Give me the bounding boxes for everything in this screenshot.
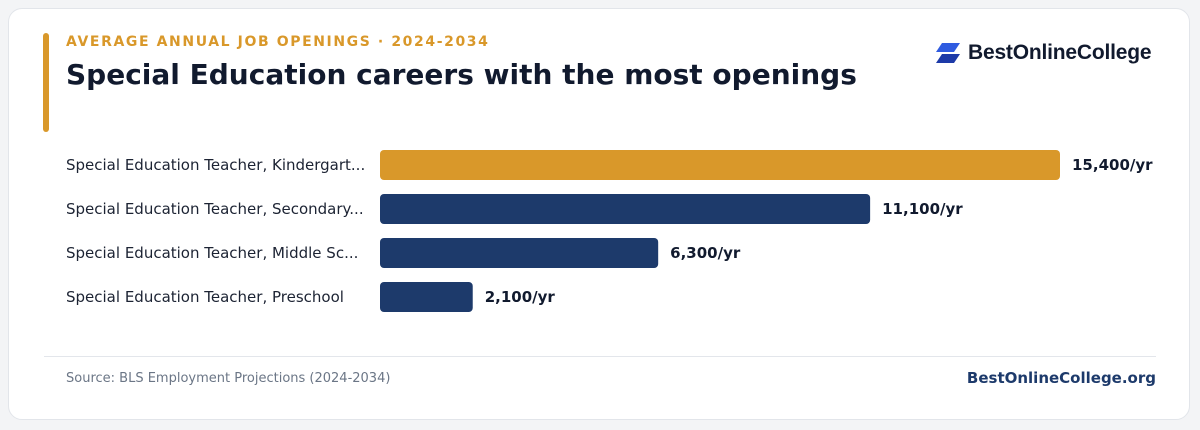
bar [380, 194, 871, 224]
value-label: 11,100/yr [882, 200, 963, 218]
site-link[interactable]: BestOnlineCollege.org [966, 369, 1156, 387]
value-label: 15,400/yr [1072, 156, 1153, 174]
bar [380, 282, 473, 312]
logo-text: BestOnlineCollege [968, 41, 1152, 64]
page-title: Special Education careers with the most … [66, 58, 857, 91]
accent-bar [43, 33, 49, 132]
category-label: Special Education Teacher, Preschool [66, 288, 344, 306]
brand-logo: BestOnlineCollege [936, 40, 1152, 66]
eyebrow-label: AVERAGE ANNUAL JOB OPENINGS · 2024-2034 [66, 34, 490, 50]
bar [380, 238, 659, 268]
category-label: Special Education Teacher, Kindergart... [66, 156, 365, 174]
category-label: Special Education Teacher, Secondary... [66, 200, 364, 218]
logo-mark-icon [936, 43, 960, 63]
category-label: Special Education Teacher, Middle Sc... [66, 244, 358, 262]
value-label: 2,100/yr [485, 288, 556, 306]
value-label: 6,300/yr [670, 244, 741, 262]
source-note: Source: BLS Employment Projections (2024… [66, 371, 391, 386]
bar [380, 150, 1060, 180]
footer-divider [44, 356, 1156, 357]
